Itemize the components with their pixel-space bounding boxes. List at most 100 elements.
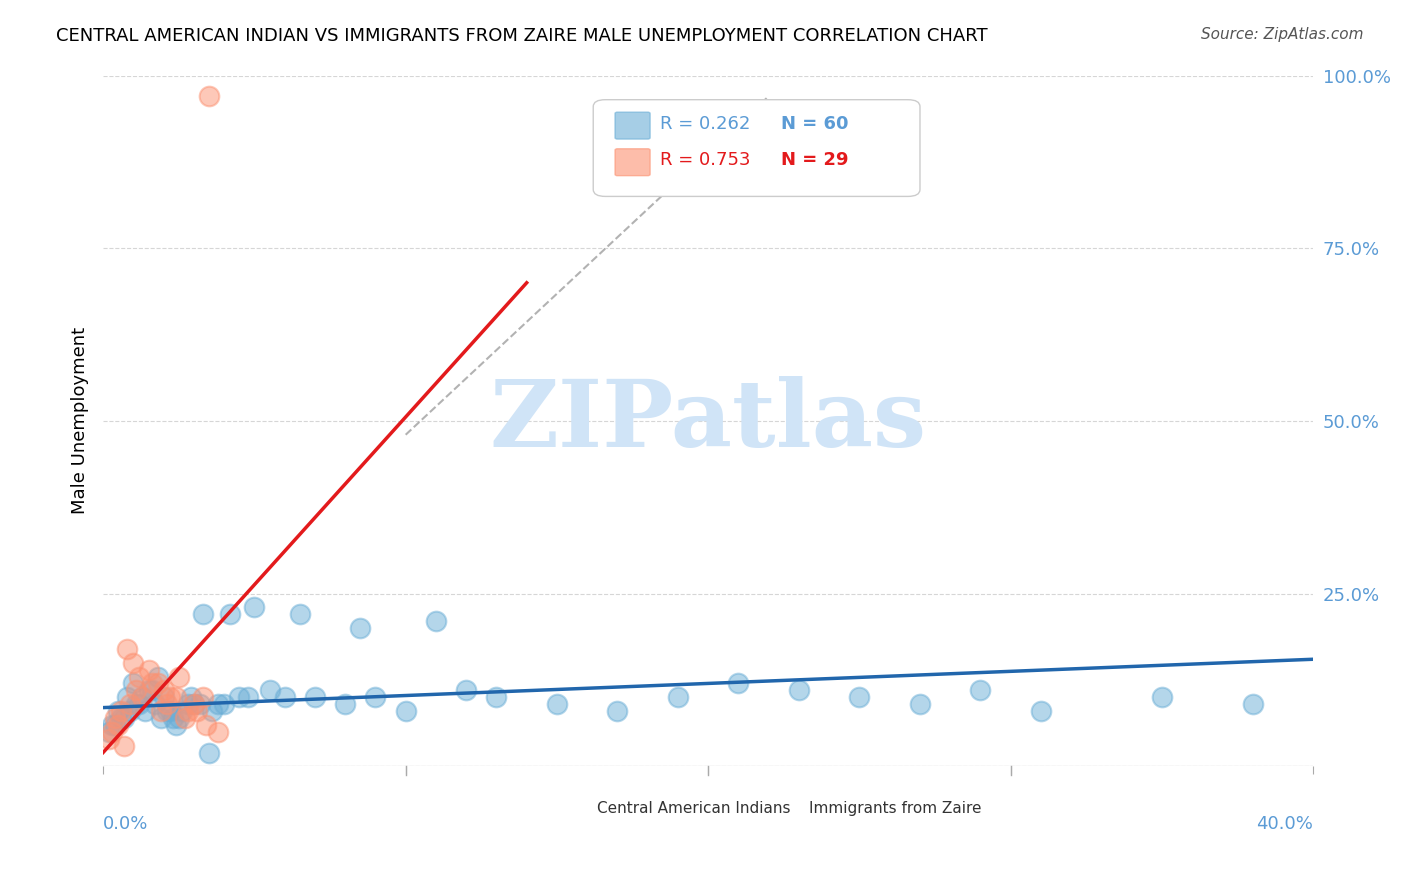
Point — [173, 711, 195, 725]
Point — [162, 711, 184, 725]
Point — [131, 690, 153, 705]
Point — [1029, 704, 1052, 718]
Point — [120, 704, 142, 718]
Point — [1150, 690, 1173, 705]
Point — [228, 690, 250, 705]
Point — [364, 690, 387, 705]
Point — [101, 718, 124, 732]
Point — [186, 704, 208, 718]
FancyBboxPatch shape — [614, 149, 650, 176]
Point — [456, 683, 478, 698]
Text: R = 0.262: R = 0.262 — [659, 115, 751, 133]
Point — [101, 724, 124, 739]
Point — [141, 676, 163, 690]
Point — [141, 683, 163, 698]
Point — [146, 676, 169, 690]
Point — [908, 697, 931, 711]
Point — [188, 697, 211, 711]
Text: 0.0%: 0.0% — [103, 814, 149, 832]
Point — [122, 656, 145, 670]
Point — [117, 641, 139, 656]
Point — [134, 704, 156, 718]
Point — [98, 731, 121, 746]
Point — [969, 683, 991, 698]
Point — [167, 711, 190, 725]
Point — [159, 704, 181, 718]
Y-axis label: Male Unemployment: Male Unemployment — [72, 327, 89, 515]
Point — [273, 690, 295, 705]
Point — [117, 690, 139, 705]
Point — [191, 690, 214, 705]
Point — [131, 690, 153, 705]
Point — [128, 669, 150, 683]
Point — [152, 683, 174, 698]
Text: ZIPatlas: ZIPatlas — [489, 376, 927, 466]
Point — [156, 697, 179, 711]
Point — [165, 690, 187, 705]
Point — [112, 711, 135, 725]
Text: Immigrants from Zaire: Immigrants from Zaire — [808, 801, 981, 816]
Point — [333, 697, 356, 711]
Point — [243, 600, 266, 615]
Point — [159, 690, 181, 705]
Point — [180, 690, 202, 705]
Point — [177, 697, 200, 711]
Point — [238, 690, 260, 705]
Point — [143, 697, 166, 711]
Point — [288, 607, 311, 622]
Point — [128, 697, 150, 711]
Point — [110, 704, 132, 718]
Point — [149, 711, 172, 725]
Text: Central American Indians: Central American Indians — [598, 801, 790, 816]
Point — [165, 718, 187, 732]
Point — [191, 607, 214, 622]
Point — [183, 697, 205, 711]
Point — [207, 697, 229, 711]
Text: N = 60: N = 60 — [780, 115, 848, 133]
Point — [201, 704, 224, 718]
Text: N = 29: N = 29 — [780, 152, 848, 169]
Point — [195, 718, 218, 732]
Point — [304, 690, 326, 705]
FancyBboxPatch shape — [593, 100, 920, 196]
Point — [156, 704, 179, 718]
Point — [149, 704, 172, 718]
Point — [395, 704, 418, 718]
Point — [170, 704, 193, 718]
Point — [104, 718, 127, 732]
FancyBboxPatch shape — [561, 797, 592, 820]
Point — [606, 704, 628, 718]
Point — [112, 739, 135, 753]
Point — [98, 724, 121, 739]
Point — [425, 614, 447, 628]
Point — [122, 676, 145, 690]
Point — [107, 704, 129, 718]
Point — [146, 669, 169, 683]
FancyBboxPatch shape — [772, 797, 804, 820]
Point — [666, 690, 689, 705]
Point — [259, 683, 281, 698]
Point — [138, 663, 160, 677]
Point — [138, 683, 160, 698]
Point — [107, 718, 129, 732]
Point — [177, 704, 200, 718]
Point — [219, 607, 242, 622]
Point — [848, 690, 870, 705]
Point — [727, 676, 749, 690]
Text: R = 0.753: R = 0.753 — [659, 152, 751, 169]
Point — [104, 711, 127, 725]
Point — [546, 697, 568, 711]
Point — [152, 690, 174, 705]
Text: Source: ZipAtlas.com: Source: ZipAtlas.com — [1201, 27, 1364, 42]
Point — [349, 621, 371, 635]
FancyBboxPatch shape — [614, 112, 650, 139]
Point — [485, 690, 508, 705]
Point — [207, 724, 229, 739]
Point — [787, 683, 810, 698]
Point — [212, 697, 235, 711]
Point — [110, 711, 132, 725]
Text: CENTRAL AMERICAN INDIAN VS IMMIGRANTS FROM ZAIRE MALE UNEMPLOYMENT CORRELATION C: CENTRAL AMERICAN INDIAN VS IMMIGRANTS FR… — [56, 27, 988, 45]
Point — [120, 697, 142, 711]
Point — [183, 697, 205, 711]
Text: 40.0%: 40.0% — [1257, 814, 1313, 832]
